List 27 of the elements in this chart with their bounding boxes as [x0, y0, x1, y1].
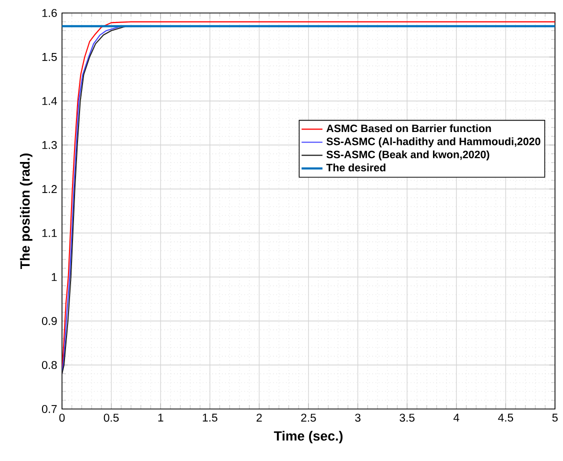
legend-label: SS-ASMC (Al-hadithy and Hammoudi,2020 [326, 137, 540, 148]
x-tick-label: 4.5 [498, 414, 514, 422]
x-tick-label: 1.5 [202, 414, 218, 422]
y-tick-label: 1.5 [42, 53, 57, 61]
y-tick-label: 1.6 [42, 9, 57, 18]
x-tick-label: 5 [552, 414, 558, 422]
y-tick-label: 1.4 [42, 97, 57, 105]
y-tick-label: 0.9 [42, 317, 57, 326]
y-tick-label: 1.2 [42, 185, 57, 193]
x-axis-title: Time (sec.) [274, 430, 343, 444]
x-tick-label: 1 [158, 414, 164, 422]
x-tick-label: 2.5 [301, 414, 316, 422]
y-tick-label: 1.3 [42, 141, 57, 150]
y-tick-label: 0.8 [42, 361, 57, 370]
y-tick-label: 1.1 [42, 229, 57, 237]
legend-label: SS-ASMC (Beak and kwon,2020) [326, 150, 490, 160]
y-axis-title: The position (rad.) [20, 154, 32, 270]
x-tick-label: 0.5 [104, 414, 119, 422]
x-tick-label: 0 [59, 414, 65, 422]
legend-label: The desired [326, 164, 386, 172]
x-tick-label: 2 [256, 414, 262, 422]
y-tick-label: 1 [52, 273, 57, 281]
legend-label: ASMC Based on Barrier function [326, 124, 491, 132]
x-tick-label: 4 [454, 414, 460, 422]
x-tick-label: 3 [355, 414, 360, 422]
y-tick-label: 0.7 [42, 404, 57, 414]
x-tick-label: 3.5 [400, 414, 415, 422]
